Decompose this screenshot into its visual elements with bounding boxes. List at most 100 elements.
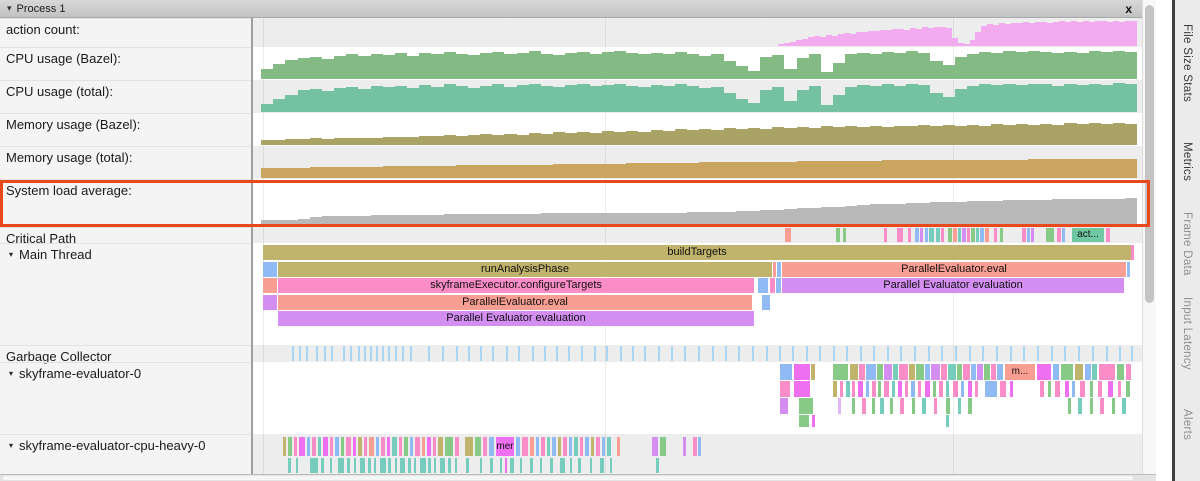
trace-slice[interactable]: [440, 458, 445, 473]
trace-slice[interactable]: [1080, 381, 1085, 397]
trace-slice[interactable]: [547, 437, 550, 456]
horizontal-scrollbar[interactable]: [0, 474, 1156, 481]
trace-slice[interactable]: [1053, 364, 1059, 380]
trace-slice[interactable]: [968, 398, 972, 414]
counter-chart-mem-total[interactable]: [261, 148, 1138, 178]
trace-slice[interactable]: [833, 381, 837, 397]
trace-slice[interactable]: [530, 437, 534, 456]
trace-slice[interactable]: [1112, 398, 1115, 414]
trace-slice[interactable]: [364, 437, 367, 456]
gc-event-tick[interactable]: [1023, 346, 1025, 361]
trace-slice[interactable]: [516, 437, 520, 456]
trace-slice[interactable]: [892, 381, 895, 397]
gc-event-tick[interactable]: [658, 346, 660, 361]
trace-slice[interactable]: [850, 364, 858, 380]
gc-event-tick[interactable]: [402, 346, 404, 361]
trace-slice[interactable]: [505, 458, 507, 473]
gc-event-tick[interactable]: [480, 346, 482, 361]
trace-slice[interactable]: [916, 364, 924, 380]
trace-slice[interactable]: [898, 381, 902, 397]
gc-event-tick[interactable]: [556, 346, 558, 361]
gc-event-tick[interactable]: [752, 346, 754, 361]
trace-slice[interactable]: [877, 364, 883, 380]
trace-slice[interactable]: [925, 381, 930, 397]
gc-event-tick[interactable]: [792, 346, 794, 361]
trace-slice[interactable]: [656, 458, 659, 473]
trace-slice[interactable]: [428, 458, 431, 473]
trace-slice[interactable]: [1061, 364, 1073, 380]
trace-slice[interactable]: [569, 437, 572, 456]
trace-slice[interactable]: [890, 398, 893, 414]
trace-slice[interactable]: [878, 381, 881, 397]
trace-slice[interactable]: [961, 381, 964, 397]
trace-slice[interactable]: [884, 381, 889, 397]
trace-slice[interactable]: [1031, 228, 1034, 242]
process-group-header[interactable]: ▾ Process 1 x: [0, 0, 1142, 18]
gc-event-tick[interactable]: [395, 346, 397, 361]
trace-slice[interactable]: [884, 228, 887, 242]
trace-slice[interactable]: ParallelEvaluator.eval: [782, 262, 1126, 277]
trace-slice[interactable]: [811, 364, 815, 380]
trace-slice[interactable]: [1068, 398, 1071, 414]
trace-slice[interactable]: [939, 381, 943, 397]
gc-event-tick[interactable]: [928, 346, 930, 361]
tab-file-size-stats[interactable]: File Size Stats: [1181, 24, 1193, 102]
trace-slice[interactable]: [376, 437, 379, 456]
trace-slice[interactable]: [836, 228, 840, 242]
trace-slice[interactable]: [957, 364, 962, 380]
trace-slice[interactable]: [283, 437, 286, 456]
trace-slice[interactable]: [475, 437, 481, 456]
gc-event-tick[interactable]: [388, 346, 390, 361]
gc-event-tick[interactable]: [428, 346, 430, 361]
trace-slice[interactable]: [448, 458, 451, 473]
gc-event-tick[interactable]: [941, 346, 943, 361]
trace-slice[interactable]: [1010, 381, 1013, 397]
gc-event-tick[interactable]: [644, 346, 646, 361]
gc-event-tick[interactable]: [873, 346, 875, 361]
trace-slice[interactable]: [580, 437, 583, 456]
gc-event-tick[interactable]: [410, 346, 412, 361]
trace-slice[interactable]: runAnalysisPhase: [278, 262, 772, 277]
collapse-arrow-icon[interactable]: ▾: [9, 369, 14, 378]
trace-slice[interactable]: [1122, 398, 1126, 414]
gc-event-tick[interactable]: [738, 346, 740, 361]
trace-slice[interactable]: [925, 364, 930, 380]
trace-slice[interactable]: [296, 458, 298, 473]
trace-slice[interactable]: [794, 381, 810, 397]
trace-slice[interactable]: [1022, 228, 1026, 242]
trace-slice[interactable]: [489, 437, 494, 456]
gc-event-tick[interactable]: [544, 346, 546, 361]
trace-slice[interactable]: [346, 437, 351, 456]
trace-slice[interactable]: [607, 437, 611, 456]
trace-slice[interactable]: [1000, 228, 1003, 242]
trace-slice[interactable]: [971, 228, 975, 242]
gc-event-tick[interactable]: [684, 346, 686, 361]
trace-slice[interactable]: [1100, 398, 1104, 414]
gc-event-tick[interactable]: [299, 346, 301, 361]
trace-slice[interactable]: [1090, 381, 1093, 397]
trace-slice[interactable]: [946, 398, 950, 414]
trace-slice[interactable]: [294, 437, 297, 456]
trace-slice[interactable]: [455, 458, 457, 473]
trace-slice[interactable]: [780, 364, 792, 380]
trace-slice[interactable]: [911, 381, 915, 397]
trace-slice[interactable]: [312, 437, 316, 456]
timeline-track-area[interactable]: act... buildTargets runAnalysisPhase Parall…: [253, 18, 1142, 474]
trace-slice[interactable]: [299, 437, 305, 456]
trace-slice[interactable]: [840, 381, 843, 397]
trace-slice[interactable]: [843, 228, 846, 242]
track-label-skyframe-evaluator-cpu-heavy-0[interactable]: ▾ skyframe-evaluator-cpu-heavy-0: [0, 434, 251, 474]
trace-slice[interactable]: Parallel Evaluator evaluation: [278, 311, 754, 326]
trace-slice[interactable]: [374, 458, 376, 473]
gc-event-tick[interactable]: [725, 346, 727, 361]
trace-slice[interactable]: buildTargets: [263, 245, 1131, 260]
trace-slice[interactable]: [550, 458, 553, 473]
gc-event-tick[interactable]: [492, 346, 494, 361]
trace-slice[interactable]: [862, 398, 866, 414]
gc-event-tick[interactable]: [819, 346, 821, 361]
trace-slice[interactable]: [1057, 228, 1061, 242]
trace-slice[interactable]: [455, 437, 459, 456]
gc-event-tick[interactable]: [1051, 346, 1053, 361]
trace-slice[interactable]: [341, 437, 344, 456]
trace-slice[interactable]: [307, 437, 310, 456]
